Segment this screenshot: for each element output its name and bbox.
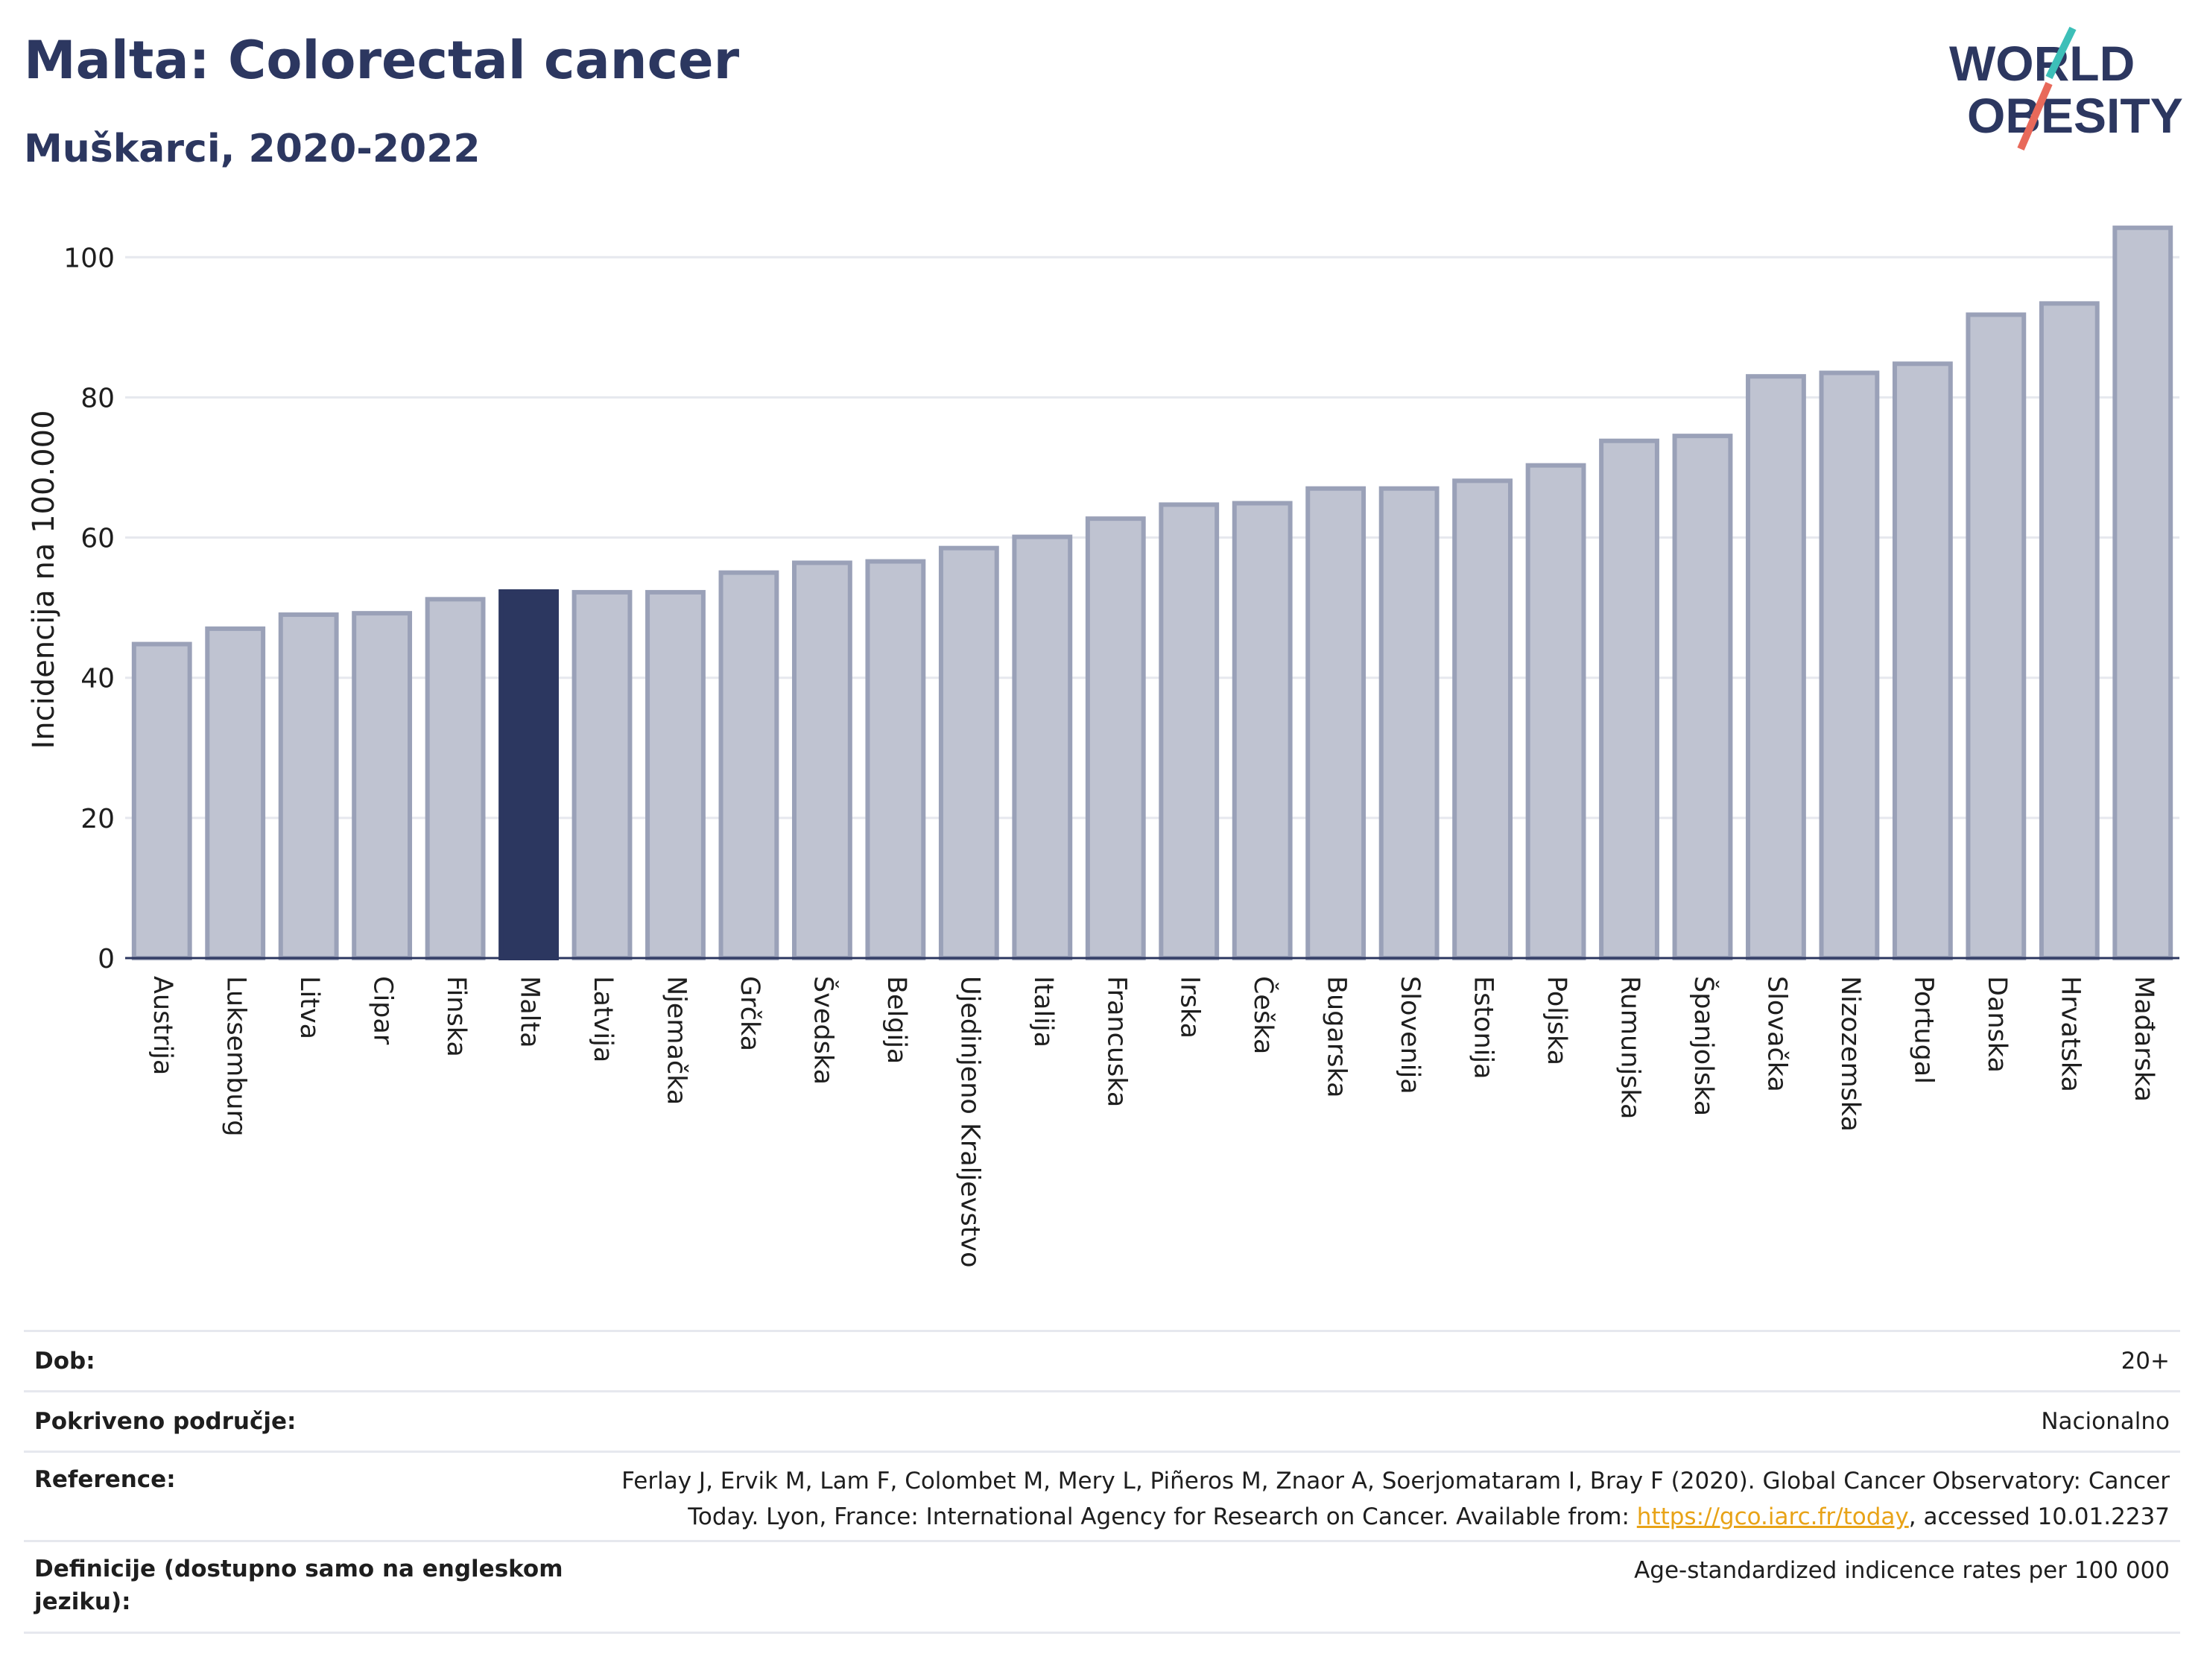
logo-slash-coral (2017, 82, 2053, 150)
bar (1672, 434, 1733, 960)
x-tick-label: Slovenija (1395, 976, 1425, 1094)
meta-label-reference: Reference: (34, 1466, 176, 1493)
bar (131, 641, 192, 960)
metadata-table: Dob: 20+ Pokriveno područje: Nacionalno … (24, 1330, 2180, 1634)
chart-subtitle: Muškarci, 2020-2022 (24, 127, 481, 171)
meta-row-coverage: Pokriveno područje: Nacionalno (24, 1390, 2180, 1451)
x-tick-label: Španjolska (1688, 976, 1720, 1116)
meta-row-definitions: Definicije (dostupno samo na engleskom j… (24, 1540, 2180, 1634)
x-tick-label: Belgija (881, 976, 911, 1064)
bar (425, 597, 486, 961)
x-tick-label: Latvija (588, 976, 618, 1062)
bar (718, 570, 779, 960)
x-tick-label: Švedska (808, 976, 839, 1085)
bar (1378, 486, 1440, 960)
bar (205, 626, 266, 961)
meta-label-definitions: Definicije (dostupno samo na engleskom j… (34, 1556, 563, 1615)
bar (571, 589, 633, 961)
meta-row-age: Dob: 20+ (24, 1330, 2180, 1390)
y-tick-label: 60 (80, 524, 115, 554)
x-tick-label: Ujedinjeno Kraljevstvo (954, 976, 984, 1268)
bar (278, 612, 339, 960)
y-tick-label: 80 (80, 383, 115, 413)
bar (1892, 361, 1953, 961)
bar (1819, 370, 1880, 960)
x-tick-label: Slovačka (1761, 976, 1791, 1092)
bar-chart: 0 20 40 60 80 100 Austrija Luksemburg Litva Cipar… (27, 225, 2179, 1268)
meta-label-age: Dob: (34, 1348, 95, 1375)
y-axis-label: Incidencija na 100.000 (27, 410, 61, 749)
bar (1159, 502, 1220, 960)
x-tick-label: Austrija (148, 976, 177, 1075)
world-obesity-logo: WORLD OBESITY (1949, 26, 2183, 150)
x-tick-label: Bugarska (1322, 976, 1352, 1098)
bar (2039, 301, 2100, 960)
chart-title: Malta: Colorectal cancer (24, 30, 740, 91)
y-tick-label: 100 (63, 243, 115, 273)
x-tick-label: Francuska (1101, 976, 1131, 1107)
meta-value-definitions: Age-standardized indicence rates per 100… (1634, 1557, 2170, 1584)
x-tick-label: Luksemburg (221, 976, 251, 1137)
x-tick-label: Portugal (1908, 976, 1938, 1084)
meta-value-age: 20+ (2121, 1348, 2170, 1375)
bar (352, 611, 413, 961)
logo-line1: WORLD (1949, 36, 2135, 91)
meta-value-coverage: Nacionalno (2041, 1408, 2170, 1435)
bar (1305, 486, 1367, 960)
x-tick-label: Irska (1175, 976, 1205, 1039)
x-tick-label: Finska (441, 976, 471, 1057)
x-tick-label: Grčka (735, 976, 764, 1051)
x-tick-label: Estonija (1469, 976, 1498, 1080)
x-tick-label: Litva (294, 976, 324, 1039)
bar (498, 589, 559, 961)
meta-row-reference: Reference: Ferlay J, Ervik M, Lam F, Col… (24, 1451, 2180, 1540)
x-tick-label: Nizozemska (1835, 976, 1865, 1132)
meta-value-reference: Ferlay J, Ervik M, Lam F, Colombet M, Me… (605, 1463, 2170, 1535)
reference-text: Ferlay J, Ervik M, Lam F, Colombet M, Me… (621, 1468, 2170, 1530)
x-tick-label: Poljska (1542, 976, 1571, 1065)
bar (645, 589, 706, 961)
x-tick-label: Cipar (368, 976, 398, 1045)
reference-accessed: , accessed 10.01.2237 (1908, 1503, 2170, 1530)
bar (1452, 478, 1513, 960)
bar (791, 560, 852, 960)
x-tick-label: Malta (515, 976, 545, 1048)
bar (1012, 534, 1073, 960)
bar (1232, 501, 1293, 960)
bar (1966, 312, 2027, 960)
logo-slash-teal (2045, 26, 2077, 80)
logo-line2: OBESITY (1967, 88, 2183, 143)
x-tick-label: Danska (1982, 976, 2012, 1073)
bar (1746, 374, 1806, 960)
bar (2112, 225, 2173, 960)
bar (1525, 463, 1586, 960)
reference-link[interactable]: https://gco.iarc.fr/today (1636, 1503, 1909, 1530)
bar (865, 559, 926, 960)
bar (938, 545, 999, 960)
x-tick-label: Hrvatska (2055, 976, 2085, 1092)
x-tick-label: Mađarska (2129, 976, 2159, 1102)
x-tick-label: Rumunjska (1615, 976, 1645, 1119)
y-tick-label: 20 (80, 804, 115, 834)
x-tick-label: Češka (1248, 976, 1279, 1054)
meta-label-coverage: Pokriveno područje: (34, 1408, 297, 1435)
bar (1085, 516, 1146, 960)
y-tick-label: 40 (80, 664, 115, 694)
y-tick-label: 0 (98, 944, 115, 974)
bar (1599, 438, 1659, 960)
x-tick-label: Italija (1028, 976, 1058, 1047)
x-tick-label: Njemačka (661, 976, 691, 1105)
